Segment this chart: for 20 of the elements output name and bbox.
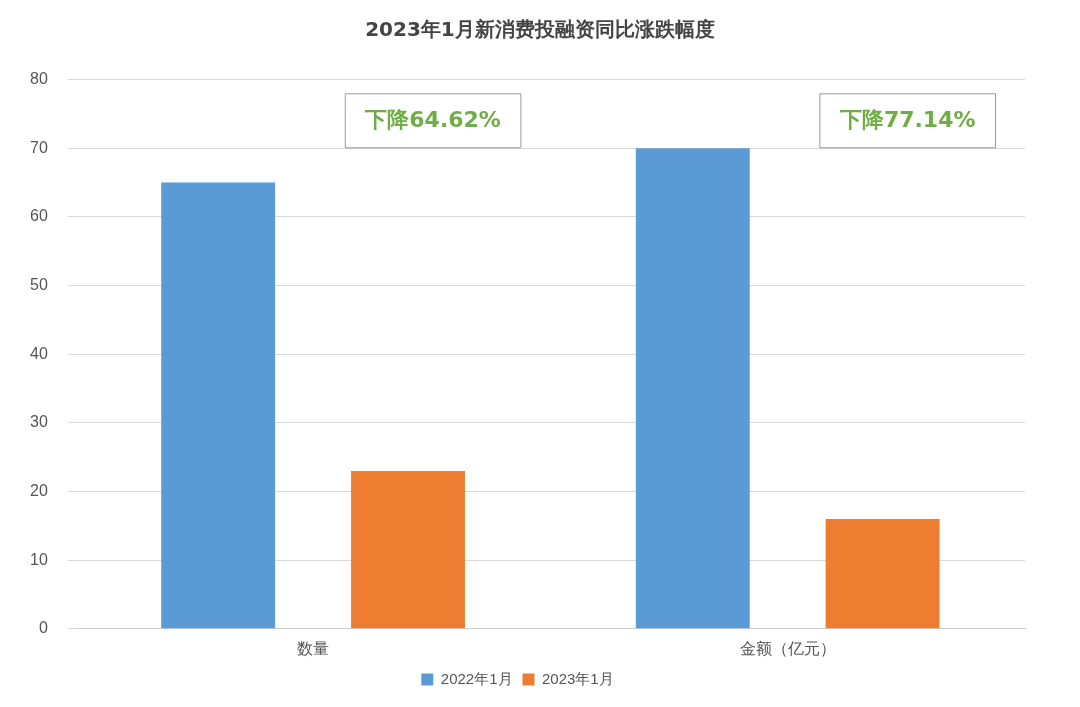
chart-title: 2023年1月新消费投融资同比涨跌幅度: [364, 16, 716, 43]
y-tick-label: 0: [38, 619, 48, 637]
bar: [161, 182, 276, 629]
x-tick-label: 金额（亿元）: [739, 639, 836, 657]
y-tick-label: 80: [30, 70, 48, 88]
x-tick-label: 数量: [297, 639, 330, 657]
y-tick-label: 10: [30, 550, 48, 568]
legend-label: 2022年1月: [440, 669, 513, 687]
annotation: 下降64.62%: [364, 106, 501, 132]
y-tick-label: 50: [30, 275, 48, 293]
bar: [351, 470, 465, 629]
annotation: 下降77.14%: [838, 106, 976, 132]
y-tick-label: 60: [30, 207, 48, 225]
legend-label: 2023年1月: [542, 669, 614, 687]
bar: [825, 518, 940, 629]
y-tick-label: 30: [30, 413, 48, 431]
y-tick-label: 70: [30, 138, 48, 156]
bar: [635, 148, 750, 629]
y-tick-label: 40: [30, 344, 48, 362]
y-tick-label: 20: [30, 481, 48, 499]
